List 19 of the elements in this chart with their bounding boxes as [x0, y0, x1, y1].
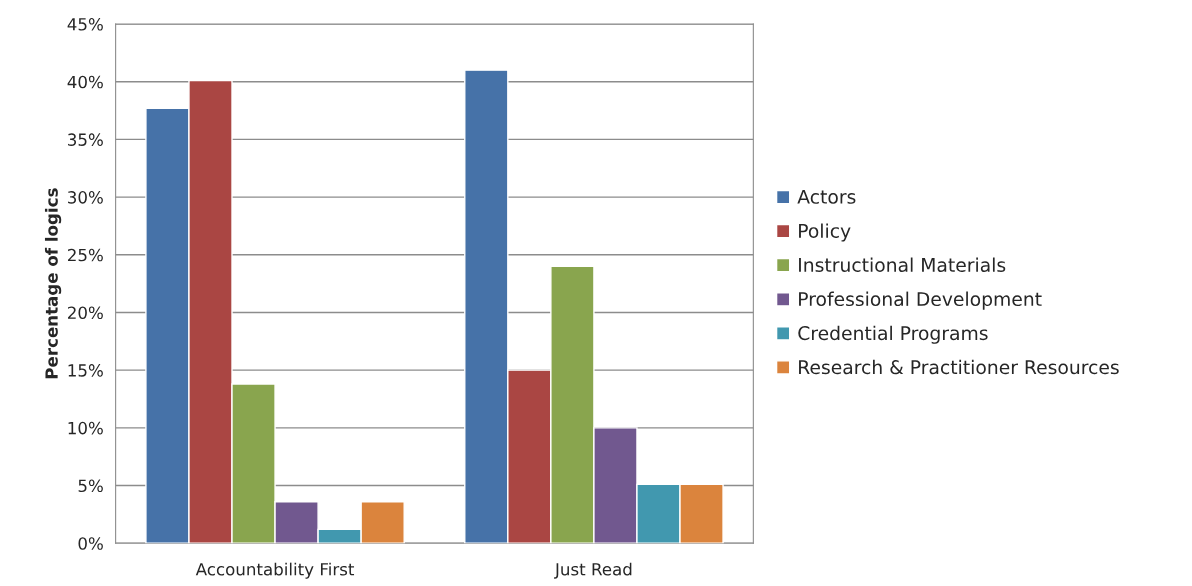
- y-tick-label: 15%: [68, 364, 103, 377]
- y-tick-label: 30%: [68, 191, 103, 204]
- y-tick-label: 0%: [78, 537, 103, 550]
- y-axis-title: Percentage of logics: [44, 188, 62, 379]
- legend-label: Policy: [799, 223, 851, 242]
- y-tick-label: 20%: [68, 306, 103, 320]
- legend-label: Professional Development: [799, 291, 1042, 310]
- y-tick-label: 5%: [78, 479, 103, 493]
- y-tick-label: 25%: [68, 248, 103, 262]
- legend-label: Instructional Materials: [799, 257, 1006, 273]
- x-tick-label: Accountability First: [195, 562, 355, 579]
- y-tick-label: 35%: [68, 133, 103, 146]
- y-tick-label: 45%: [67, 17, 103, 31]
- y-tick-label: 40%: [67, 75, 103, 89]
- legend-label: Credential Programs: [798, 325, 988, 344]
- x-tick-label: Just Read: [554, 562, 632, 579]
- legend-label: Actors: [797, 189, 856, 204]
- legend-label: Research & Practitioner Resources: [799, 359, 1119, 375]
- y-tick-label: 10%: [68, 421, 103, 435]
